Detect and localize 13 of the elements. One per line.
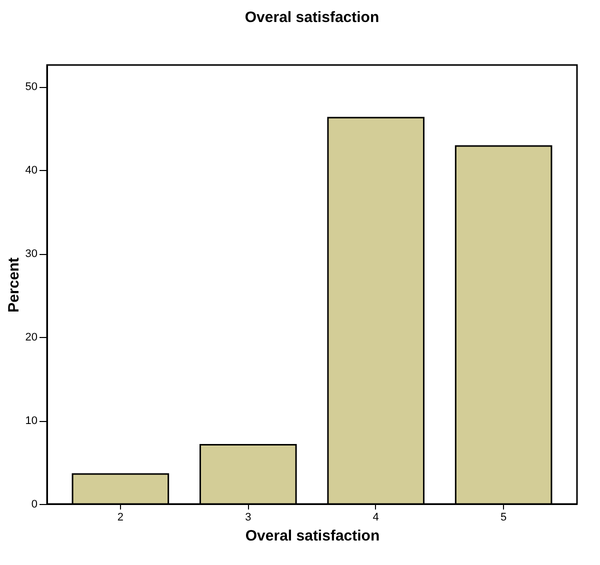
y-tick-label: 0 <box>31 498 38 510</box>
x-tick-label: 2 <box>117 512 124 524</box>
x-axis-title: Overal satisfaction <box>245 528 380 544</box>
y-tick-label: 50 <box>25 81 38 94</box>
chart-title: Overal satisfaction <box>244 9 380 26</box>
y-tick-label: 20 <box>25 332 38 344</box>
x-tick-label: 3 <box>245 512 252 524</box>
x-tick-label: 4 <box>372 512 379 524</box>
y-tick-label: 40 <box>25 164 38 177</box>
y-tick-label: 10 <box>25 415 38 428</box>
x-tick-label: 5 <box>500 512 507 524</box>
y-tick-label: 30 <box>25 248 38 260</box>
y-axis-title: Percent <box>5 257 22 313</box>
